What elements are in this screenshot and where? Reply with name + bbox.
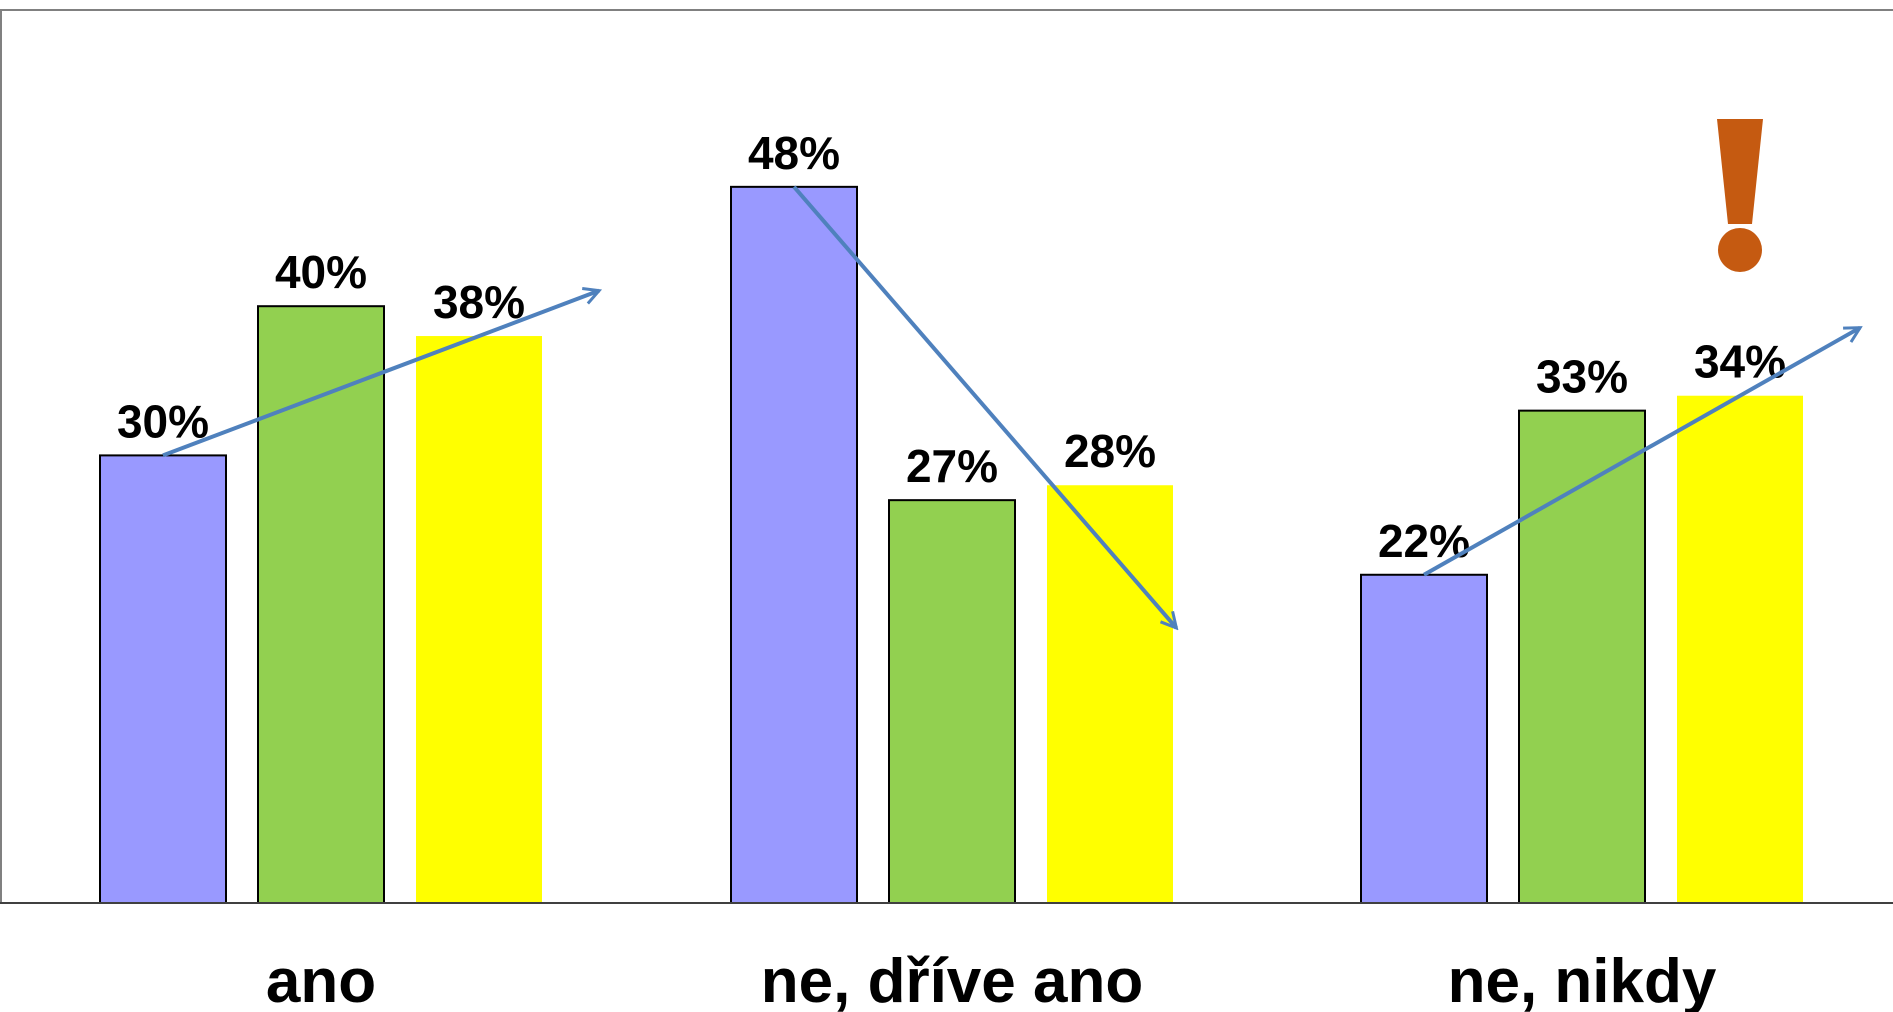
exclamation-icon	[1717, 119, 1763, 272]
category-labels: ano ne, dříve ano ne, nikdy	[266, 947, 1717, 1012]
category-label-2: ne, dříve ano	[761, 947, 1143, 1012]
data-label-2-1: 48%	[748, 127, 840, 179]
data-label-3-2: 33%	[1536, 351, 1628, 403]
data-label-3-1: 22%	[1378, 515, 1470, 567]
bar-1-3	[416, 336, 542, 903]
data-label-1-2: 40%	[275, 246, 367, 298]
bar-1-1	[100, 455, 226, 903]
exclamation-dot	[1718, 228, 1762, 272]
exclamation-stroke	[1717, 119, 1763, 224]
bar-3-3	[1677, 396, 1803, 903]
annotations	[1717, 119, 1763, 272]
category-label-3: ne, nikdy	[1448, 947, 1717, 1012]
bar-2-1	[731, 187, 857, 903]
data-label-2-2: 27%	[906, 440, 998, 492]
category-label-1: ano	[266, 947, 376, 1012]
data-label-3-3: 34%	[1694, 336, 1786, 388]
data-label-1-3: 38%	[433, 276, 525, 328]
data-label-1-1: 30%	[117, 395, 209, 447]
bar-2-3	[1047, 485, 1173, 903]
bar-3-1	[1361, 575, 1487, 903]
bar-2-2	[889, 500, 1015, 903]
data-label-2-3: 28%	[1064, 425, 1156, 477]
